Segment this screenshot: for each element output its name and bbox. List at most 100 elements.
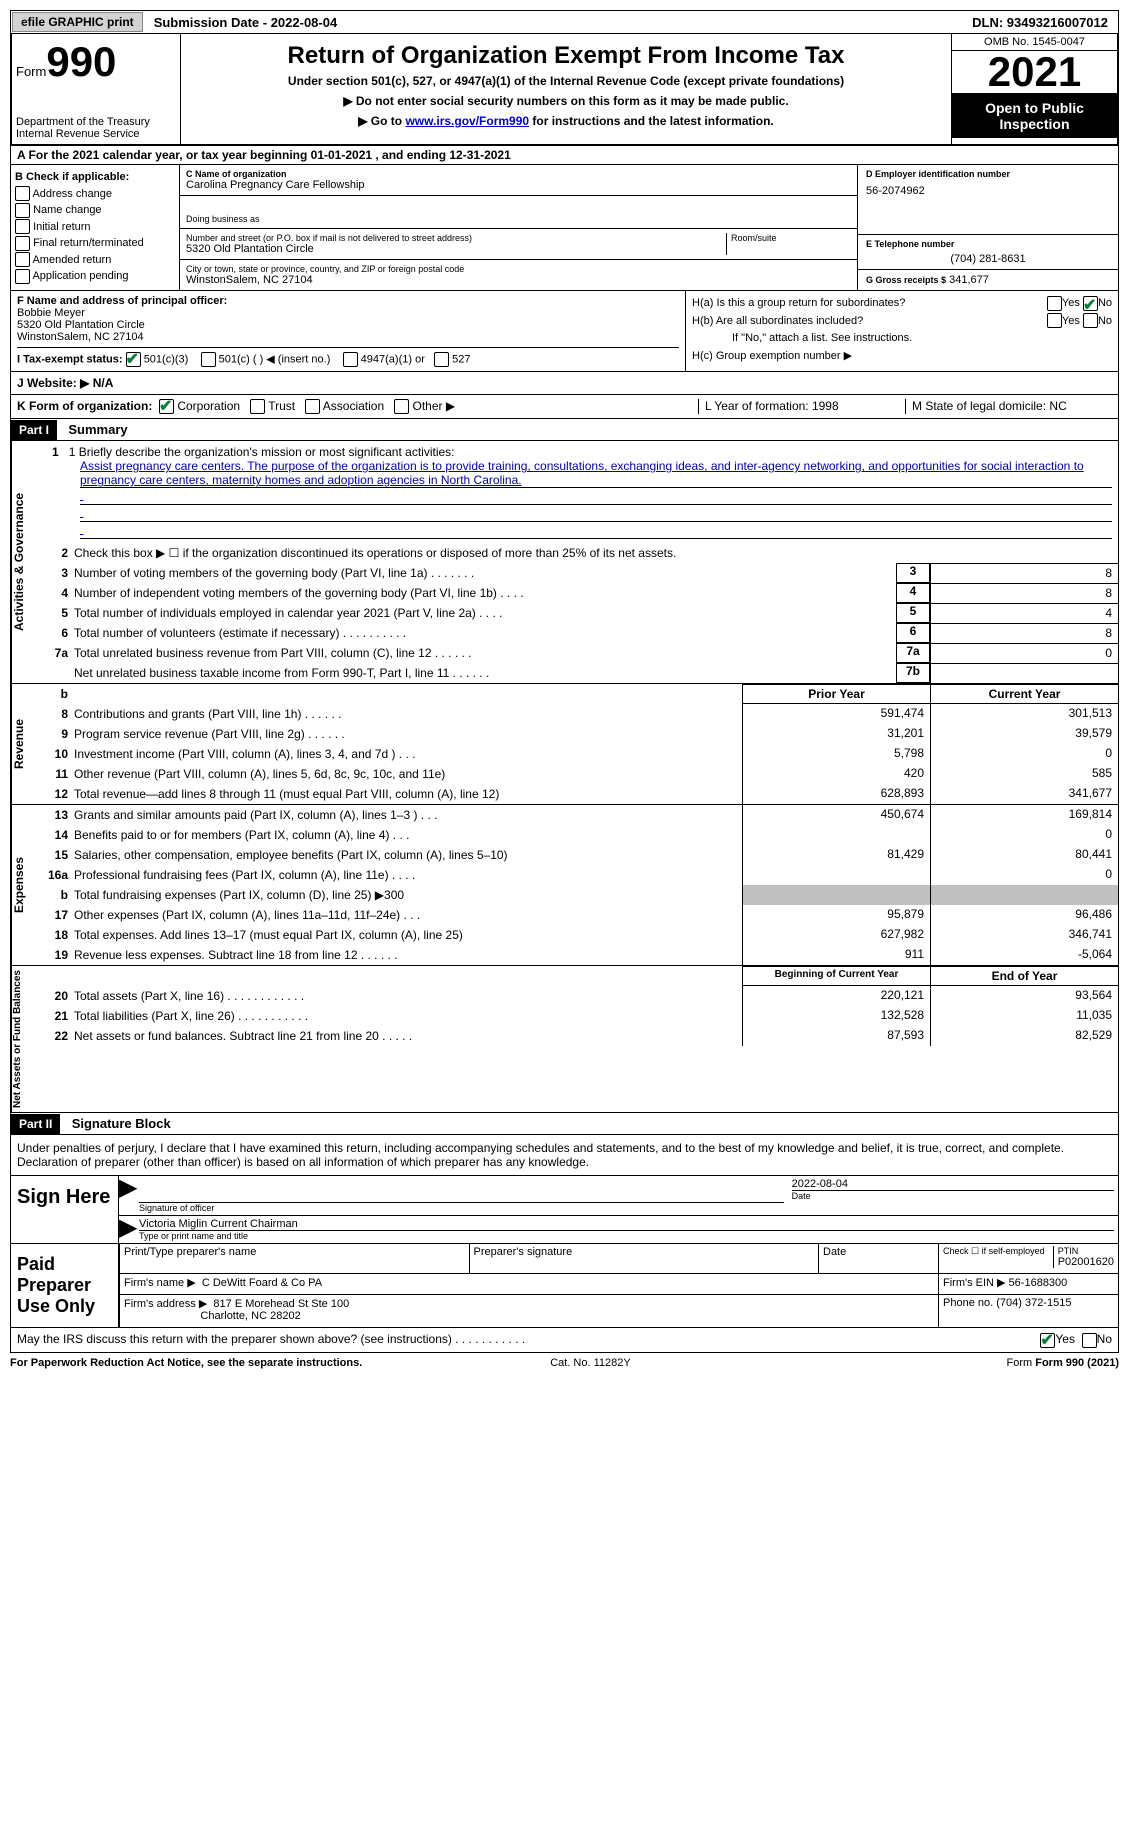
discuss-row: May the IRS discuss this return with the…: [10, 1328, 1119, 1352]
efile-print-button[interactable]: efile GRAPHIC print: [12, 12, 143, 32]
section-bcd: B Check if applicable: Address change Na…: [10, 165, 1119, 291]
opt-501c: 501(c) ( ) ◀ (insert no.): [219, 353, 331, 365]
hb-label: H(b) Are all subordinates included?: [692, 315, 863, 327]
cb-final-return[interactable]: Final return/terminated: [15, 235, 175, 252]
cat-no: Cat. No. 11282Y: [550, 1357, 631, 1369]
opt-trust: Trust: [268, 399, 295, 413]
cb-501c[interactable]: [201, 352, 216, 367]
name-line: ▶ Victoria Miglin Current Chairman Type …: [119, 1216, 1118, 1243]
cb-527[interactable]: [434, 352, 449, 367]
firm-ein-cell: Firm's EIN ▶ 56-1688300: [938, 1274, 1118, 1295]
row-k-form-org: K Form of organization: Corporation Trus…: [17, 399, 698, 414]
part1-badge: Part I: [11, 420, 57, 440]
firm-label: Firm's name ▶: [124, 1277, 196, 1289]
cb-discuss-no[interactable]: [1082, 1333, 1097, 1348]
grid-activities: Activities & Governance 1 1 Briefly desc…: [10, 441, 1119, 684]
mission-blank2: [80, 505, 1112, 522]
form-label: Form: [16, 64, 46, 79]
sig-label: Signature of officer: [139, 1202, 784, 1213]
declaration-text: Under penalties of perjury, I declare th…: [10, 1135, 1119, 1176]
col-b-checkboxes: B Check if applicable: Address change Na…: [11, 165, 180, 290]
room-label: Room/suite: [731, 233, 851, 243]
tax-exempt-row: I Tax-exempt status: 501(c)(3) 501(c) ( …: [17, 347, 679, 367]
form-number-big: 990: [46, 38, 116, 85]
part1-title: Summary: [60, 419, 135, 440]
cb-address-change[interactable]: Address change: [15, 186, 175, 203]
header-center: Return of Organization Exempt From Incom…: [181, 34, 951, 144]
cb-ha-yes[interactable]: [1047, 296, 1062, 311]
sign-date: 2022-08-04: [792, 1178, 1114, 1190]
sign-body: ▶ Signature of officer 2022-08-04 Date ▶…: [119, 1176, 1118, 1243]
row-i-label: I Tax-exempt status:: [17, 353, 123, 365]
sign-here-label: Sign Here: [11, 1176, 119, 1243]
submission-date: Submission Date - 2022-08-04: [144, 15, 348, 30]
discuss-text: May the IRS discuss this return with the…: [17, 1332, 525, 1347]
row-k-label: K Form of organization:: [17, 399, 152, 413]
dln-number: DLN: 93493216007012: [962, 15, 1118, 30]
sig-line: ▶ Signature of officer 2022-08-04 Date: [119, 1176, 1118, 1216]
grid-revenue: Revenue b Prior Year Current Year 8Contr…: [10, 684, 1119, 805]
arrow-icon: ▶: [119, 1176, 135, 1215]
firm-addr1: 817 E Morehead St Ste 100: [213, 1298, 349, 1310]
expense-row-13: 13Grants and similar amounts paid (Part …: [40, 805, 1118, 825]
opt-other: Other ▶: [413, 399, 456, 413]
revenue-row-11: 11Other revenue (Part VIII, column (A), …: [40, 764, 1118, 784]
form-number: Form990: [16, 38, 176, 86]
officer-name: Bobbie Meyer: [17, 307, 679, 319]
part1-header-row: Part I Summary: [10, 419, 1119, 441]
addr-cell: Number and street (or P.O. box if mail i…: [180, 229, 857, 260]
name-field: Victoria Miglin Current Chairman Type or…: [135, 1216, 1118, 1243]
paperwork-notice: For Paperwork Reduction Act Notice, see …: [10, 1357, 362, 1369]
cb-amended-return[interactable]: Amended return: [15, 252, 175, 269]
hdr-begin: Beginning of Current Year: [742, 966, 930, 986]
firm-name: C DeWitt Foard & Co PA: [202, 1277, 322, 1289]
declaration: Under penalties of perjury, I declare th…: [17, 1141, 1064, 1169]
expense-row-16a: 16aProfessional fundraising fees (Part I…: [40, 865, 1118, 885]
cb-hb-no[interactable]: [1083, 313, 1098, 328]
cb-4947[interactable]: [343, 352, 358, 367]
cb-501c3[interactable]: [126, 352, 141, 367]
side-activities: Activities & Governance: [11, 441, 40, 683]
top-bar: efile GRAPHIC print Submission Date - 20…: [10, 10, 1119, 34]
col-c-org-info: C Name of organization Carolina Pregnanc…: [180, 165, 857, 290]
firm-name-cell: Firm's name ▶ C DeWitt Foard & Co PA: [119, 1274, 938, 1295]
cb-trust[interactable]: [250, 399, 265, 414]
header-right: OMB No. 1545-0047 2021 Open to Public In…: [951, 34, 1117, 144]
row-m-state: M State of legal domicile: NC: [905, 399, 1112, 414]
expense-body: 13Grants and similar amounts paid (Part …: [40, 805, 1118, 965]
net-row-20: 20Total assets (Part X, line 16) . . . .…: [40, 986, 1118, 1006]
revenue-row-8: 8Contributions and grants (Part VIII, li…: [40, 704, 1118, 724]
activities-body: 1 1 Briefly describe the organization's …: [40, 441, 1118, 683]
tel-label: E Telephone number: [866, 239, 1110, 249]
firm-addr-cell: Firm's address ▶ 817 E Morehead St Ste 1…: [119, 1295, 938, 1327]
line2-row: 2 Check this box ▶ ☐ if the organization…: [40, 543, 1118, 563]
tel-cell: E Telephone number (704) 281-8631: [858, 235, 1118, 270]
cb-other[interactable]: [394, 399, 409, 414]
rev-header-row: b Prior Year Current Year: [40, 684, 1118, 704]
cb-application-pending[interactable]: Application pending: [15, 268, 175, 285]
row-j-website: J Website: ▶ N/A: [10, 372, 1119, 395]
col-b-header: B Check if applicable:: [15, 169, 175, 186]
summary-row-7b: Net unrelated business taxable income fr…: [40, 663, 1118, 683]
cb-initial-return[interactable]: Initial return: [15, 219, 175, 236]
cb-hb-yes[interactable]: [1047, 313, 1062, 328]
cb-corporation[interactable]: [159, 399, 174, 414]
cb-discuss-yes[interactable]: [1040, 1333, 1055, 1348]
revenue-row-10: 10Investment income (Part VIII, column (…: [40, 744, 1118, 764]
line1-label: 1 Briefly describe the organization's mi…: [69, 445, 455, 459]
summary-row-6: 6Total number of volunteers (estimate if…: [40, 623, 1118, 643]
cb-ha-no[interactable]: [1083, 296, 1098, 311]
city-value: WinstonSalem, NC 27104: [186, 274, 851, 286]
prep-h3: Date: [818, 1244, 938, 1274]
opt-assoc: Association: [323, 399, 384, 413]
net-body: Beginning of Current Year End of Year 20…: [40, 966, 1118, 1112]
sig-field[interactable]: Signature of officer: [135, 1176, 788, 1215]
irs-link[interactable]: www.irs.gov/Form990: [405, 114, 529, 128]
firm-phone-cell: Phone no. (704) 372-1515: [938, 1295, 1118, 1327]
gross-value: 341,677: [949, 274, 989, 286]
ha-label: H(a) Is this a group return for subordin…: [692, 297, 905, 309]
line2-text: Check this box ▶ ☐ if the organization d…: [74, 544, 1118, 562]
cb-name-change[interactable]: Name change: [15, 202, 175, 219]
open-public-badge: Open to Public Inspection: [952, 94, 1117, 138]
cb-association[interactable]: [305, 399, 320, 414]
